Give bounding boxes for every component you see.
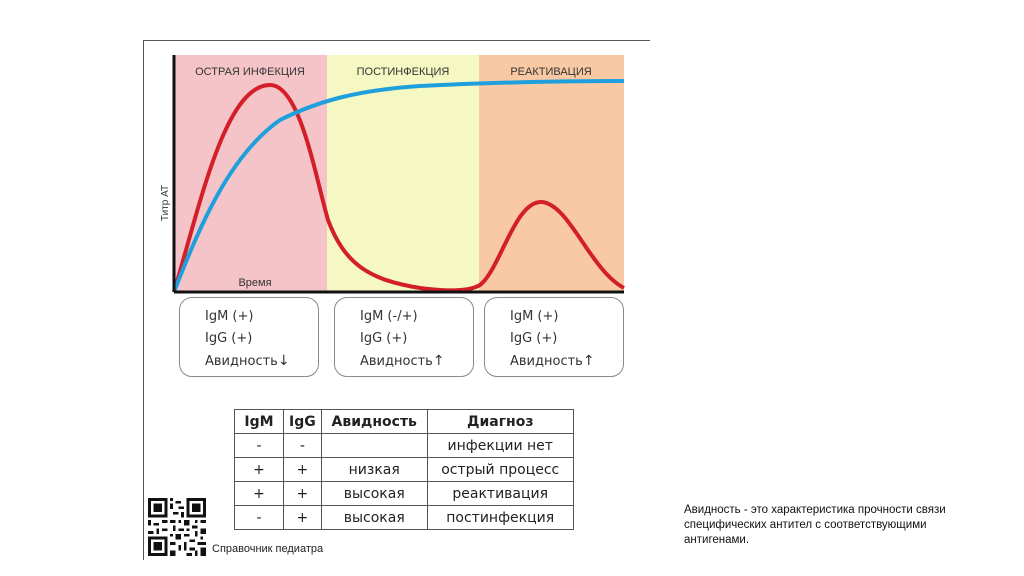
react-igg: IgG (+) xyxy=(510,331,558,346)
cell-avidity: низкая xyxy=(320,457,428,482)
acute-igg: IgG (+) xyxy=(205,331,253,346)
cell-igg: - xyxy=(283,433,322,458)
phase-band-reactivation xyxy=(479,55,624,292)
arrow-up-icon: ↑ xyxy=(582,353,595,369)
antibody-titer-chart: ОСТРАЯ ИНФЕКЦИЯ ПОСТИНФЕКЦИЯ РЕАКТИВАЦИЯ… xyxy=(160,55,626,294)
y-axis-label: Титр АТ xyxy=(160,185,171,221)
table-row: - + высокая постинфекция xyxy=(234,505,574,530)
cell-diagnosis: острый процесс xyxy=(426,457,574,482)
cell-igm: - xyxy=(234,433,284,458)
arrow-up-icon: ↑ xyxy=(432,353,445,369)
reactivation-status-box: IgM (+) IgG (+) Авидность↑ xyxy=(484,297,624,377)
cell-diagnosis: реактивация xyxy=(426,481,574,506)
cell-avidity: высокая xyxy=(320,505,428,530)
cell-igg: + xyxy=(283,457,322,482)
cell-igm: - xyxy=(234,505,284,530)
table-header-row: IgM IgG Авидность Диагноз xyxy=(234,409,574,434)
phase-label-acute: ОСТРАЯ ИНФЕКЦИЯ xyxy=(195,66,305,78)
cell-igm: + xyxy=(234,481,284,506)
slide-top-rule xyxy=(143,40,650,41)
react-igm: IgM (+) xyxy=(510,309,559,324)
post-status-box: IgM (-/+) IgG (+) Авидность↑ xyxy=(334,297,474,377)
acute-avidity: Авидность xyxy=(205,354,278,369)
avidity-definition-note: Авидность - это характеристика прочности… xyxy=(684,504,946,546)
post-avidity-line: Авидность↑ xyxy=(360,350,473,373)
acute-igm: IgM (+) xyxy=(205,309,254,324)
diagnosis-table: IgM IgG Авидность Диагноз - - инфекции н… xyxy=(234,409,574,530)
cell-igm: + xyxy=(234,457,284,482)
cell-avidity xyxy=(320,433,428,458)
cell-igg: + xyxy=(283,481,322,506)
col-header-diagnosis: Диагноз xyxy=(426,409,574,434)
x-axis-label: Время xyxy=(238,277,271,289)
table-row: + + низкая острый процесс xyxy=(234,457,574,482)
col-header-igm: IgM xyxy=(234,409,284,434)
cell-avidity: высокая xyxy=(320,481,428,506)
igm-curve xyxy=(172,83,626,293)
table-row: - - инфекции нет xyxy=(234,433,574,458)
slide-left-rule xyxy=(143,40,144,560)
qr-caption: Справочник педиатра xyxy=(212,543,324,555)
table-row: + + высокая реактивация xyxy=(234,481,574,506)
col-header-igg: IgG xyxy=(283,409,322,434)
react-avidity: Авидность xyxy=(510,354,583,369)
phase-label-reactivation: РЕАКТИВАЦИЯ xyxy=(510,66,591,78)
acute-avidity-line: Авидность↓ xyxy=(205,350,318,373)
igg-curve xyxy=(172,79,625,293)
qr-code-icon[interactable] xyxy=(148,498,206,556)
cell-diagnosis: постинфекция xyxy=(426,505,574,530)
cell-diagnosis: инфекции нет xyxy=(426,433,574,458)
arrow-down-icon: ↓ xyxy=(277,353,290,369)
phase-band-acute xyxy=(174,55,327,292)
phase-label-post: ПОСТИНФЕКЦИЯ xyxy=(357,66,450,78)
col-header-avidity: Авидность xyxy=(320,409,428,434)
post-igm: IgM (-/+) xyxy=(360,309,418,324)
post-igg: IgG (+) xyxy=(360,331,408,346)
react-avidity-line: Авидность↑ xyxy=(510,350,623,373)
post-avidity: Авидность xyxy=(360,354,433,369)
cell-igg: + xyxy=(283,505,322,530)
acute-status-box: IgM (+) IgG (+) Авидность↓ xyxy=(179,297,319,377)
